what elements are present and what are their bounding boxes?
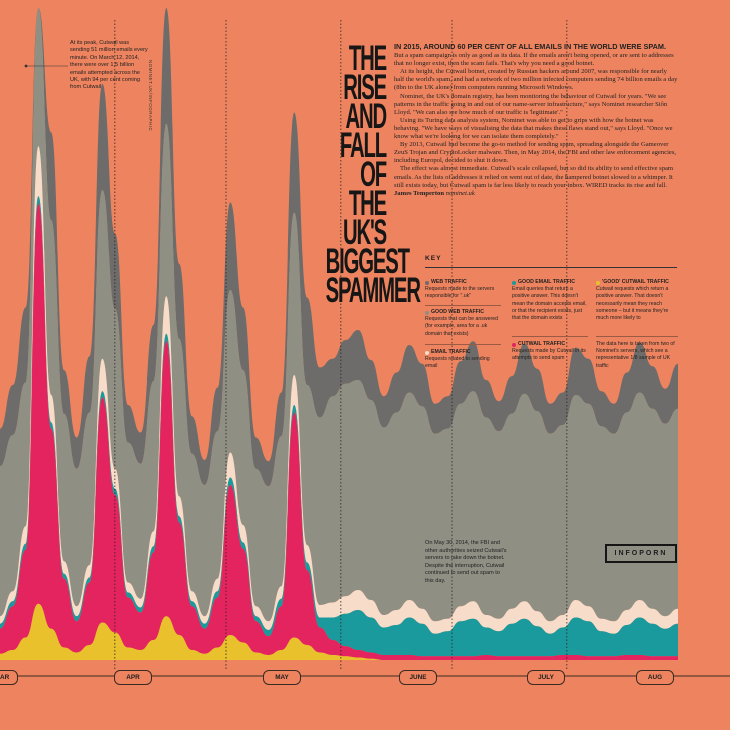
key-separator xyxy=(425,305,501,306)
month-label-july: JULY xyxy=(527,670,565,685)
peak-annotation: At its peak, Cutwail was sending 51 mill… xyxy=(70,40,148,91)
article-byline-source: nominet.uk xyxy=(445,189,475,197)
article-paragraph: The effect was almost immediate. Cutwail… xyxy=(394,165,678,197)
key-item-name: GOOD WEB TRAFFIC xyxy=(431,309,485,315)
peak-leader-dot xyxy=(24,64,28,68)
key-item-desc: Email queries that return a positive ans… xyxy=(512,286,587,322)
month-label-apr: APR xyxy=(114,670,152,685)
month-label-mar: MAR xyxy=(0,670,18,685)
month-label-june: JUNE xyxy=(399,670,437,685)
key-item-good-web-traffic: GOOD WEB TRAFFIC Requests that can be an… xyxy=(425,309,501,338)
key-swatch xyxy=(425,280,429,285)
article-paragraph: But a spam campaign is only as good as i… xyxy=(394,52,674,68)
key-item-email-traffic: EMAIL TRAFFIC Requests related to sendin… xyxy=(425,349,501,371)
key-swatch xyxy=(425,310,429,315)
key-separator xyxy=(512,336,588,337)
article-body: IN 2015, AROUND 60 PER CENT OF ALL EMAIL… xyxy=(394,42,678,198)
article-paragraph: Nominet, the UK's domain registry, has b… xyxy=(394,92,668,116)
area-good-web-traffic xyxy=(0,8,678,622)
area-web-traffic xyxy=(0,8,678,487)
key-divider xyxy=(425,267,677,268)
key-item-desc: Requests related to sending email xyxy=(425,356,490,370)
key-swatch xyxy=(512,342,516,347)
key-item-desc: Requests that can be answered (for examp… xyxy=(425,316,498,337)
page-title: THE RISE AND FALL OF THE UK'S BIGGEST SP… xyxy=(325,39,421,310)
key-item-good-cutwail-traffic: 'GOOD' CUTWAIL TRAFFIC Cutwail requests … xyxy=(596,279,678,322)
key-separator xyxy=(596,336,678,337)
key-item-name: EMAIL TRAFFIC xyxy=(431,349,471,355)
source-credit: NOMINET.UK/INFOGRAPHIC xyxy=(148,60,153,132)
shutdown-annotation: On May 30, 2014, the FBI and other autho… xyxy=(425,540,507,584)
title-line-2: AND FALL xyxy=(339,97,387,165)
key-data-note: The data here is taken from two of Nomin… xyxy=(596,341,675,369)
key-item-name: 'GOOD' CUTWAIL TRAFFIC xyxy=(602,279,669,285)
key-item-good-email-traffic: GOOD EMAIL TRAFFIC Email queries that re… xyxy=(512,279,588,322)
key-swatch xyxy=(512,280,516,285)
key-swatch xyxy=(596,280,600,285)
key-separator xyxy=(425,344,501,345)
article-lead: IN 2015, AROUND 60 PER CENT OF ALL EMAIL… xyxy=(394,42,667,51)
article-paragraph: At its height, the Cutwail botnet, creat… xyxy=(394,68,678,92)
infoporn-badge: INFOPORN xyxy=(605,544,677,563)
area-cutwail-traffic xyxy=(0,203,678,660)
key-item-name: CUTWAIL TRAFFIC xyxy=(518,341,566,347)
stacked-areas xyxy=(0,8,678,660)
month-label-may: MAY xyxy=(263,670,301,685)
key-item-desc: Cutwail requests which return a positive… xyxy=(596,286,669,322)
article-paragraph: By 2013, Cutwail had become the go-to me… xyxy=(394,141,677,165)
key-item-desc: Requests made by Cutwail in its attempts… xyxy=(512,348,586,362)
title-line-1: THE RISE xyxy=(343,39,387,107)
key-item-web-traffic: WEB TRAFFIC Requests made to the servers… xyxy=(425,279,501,301)
article-byline: James Temperton xyxy=(394,189,444,197)
key-item-name: GOOD EMAIL TRAFFIC xyxy=(518,279,575,285)
key-item-cutwail-traffic: CUTWAIL TRAFFIC Requests made by Cutwail… xyxy=(512,341,588,363)
key-item-desc: Requests made to the servers responsible… xyxy=(425,286,495,300)
title-line-5: SPAMMER xyxy=(325,271,421,310)
month-label-aug: AUG xyxy=(636,670,674,685)
article-paragraph: Using its Turing data analysis system, N… xyxy=(394,116,673,141)
article-last-text: The effect was almost immediate. Cutwail… xyxy=(394,165,674,189)
title-line-3: OF THE UK'S xyxy=(342,155,387,252)
area-good-cutwail-traffic xyxy=(0,603,678,660)
key-swatch xyxy=(425,350,429,355)
key-title: KEY xyxy=(425,255,442,262)
key-item-name: WEB TRAFFIC xyxy=(431,279,467,285)
